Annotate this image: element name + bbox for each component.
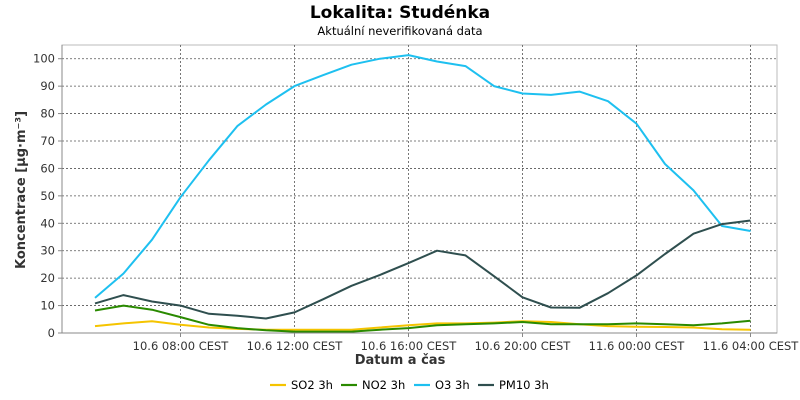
y-tick-label: 30 <box>40 244 55 258</box>
legend: SO2 3h NO2 3h O3 3h PM10 3h <box>270 378 549 392</box>
x-tick-label: 10.6 20:00 CEST <box>475 339 572 353</box>
series-line-no2-3h <box>94 304 751 333</box>
y-tick-label: 50 <box>40 189 55 203</box>
y-tick-label: 70 <box>40 134 55 148</box>
series-line-so2-3h <box>94 320 751 331</box>
chart-subtitle: Aktuální neverifikovaná data <box>317 24 482 38</box>
x-tick-label: 11.6 00:00 CEST <box>589 339 686 353</box>
y-tick-label: 90 <box>40 79 55 93</box>
y-tick-label: 40 <box>40 216 55 230</box>
grid <box>62 45 777 333</box>
y-tick-label: 80 <box>40 107 55 121</box>
y-tick-label: 0 <box>48 326 55 340</box>
y-tick-label: 60 <box>40 161 55 175</box>
legend-item: O3 3h <box>414 378 470 392</box>
x-tick-label: 10.6 16:00 CEST <box>361 339 458 353</box>
y-tick-label: 20 <box>40 271 55 285</box>
plot-frame <box>61 44 778 334</box>
y-tick-label: 100 <box>33 52 55 66</box>
y-tick-label: 10 <box>40 299 55 313</box>
legend-item: SO2 3h <box>270 378 333 392</box>
series-line-pm10-3h <box>94 219 751 320</box>
legend-label: SO2 3h <box>291 378 333 392</box>
legend-label: O3 3h <box>435 378 470 392</box>
x-tick-label: 10.6 08:00 CEST <box>133 339 230 353</box>
legend-item: NO2 3h <box>341 378 405 392</box>
x-tick-label: 11.6 04:00 CEST <box>703 339 800 353</box>
legend-label: NO2 3h <box>362 378 405 392</box>
plot-area <box>61 44 778 334</box>
legend-item: PM10 3h <box>478 378 549 392</box>
series-line-o3-3h <box>94 54 751 299</box>
x-tick-label: 10.6 12:00 CEST <box>247 339 344 353</box>
chart-title: Lokalita: Studénka <box>310 3 490 23</box>
x-axis-label: Datum a čas <box>355 353 446 368</box>
y-axis: 0 10 20 30 40 50 60 70 80 90 100 <box>33 45 63 340</box>
legend-label: PM10 3h <box>499 378 549 392</box>
series-lines <box>94 54 751 333</box>
x-axis: 10.6 08:00 CEST 10.6 12:00 CEST 10.6 16:00… <box>62 332 800 353</box>
y-axis-label: Koncentrace [µg·m⁻³] <box>14 111 29 269</box>
